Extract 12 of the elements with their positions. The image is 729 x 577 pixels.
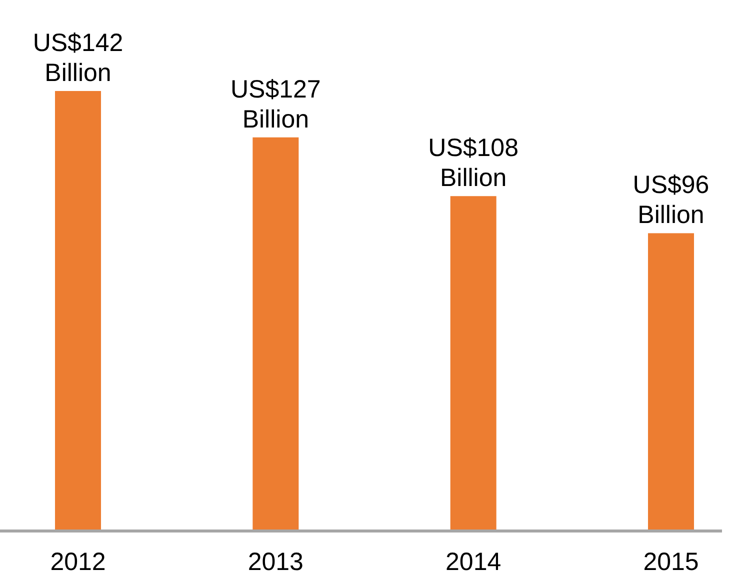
data-label: US$96 Billion — [632, 171, 710, 230]
x-tick-label: 2013 — [248, 548, 304, 576]
data-label: US$142 Billion — [32, 29, 124, 87]
bar — [648, 233, 694, 530]
bar — [252, 137, 299, 530]
data-label: US$108 Billion — [428, 134, 519, 192]
x-tick-label: 2012 — [50, 548, 106, 576]
x-tick-label: 2014 — [446, 548, 502, 576]
bar — [55, 91, 101, 530]
x-tick-label: 2015 — [643, 548, 699, 576]
data-label: US$127 Billion — [230, 75, 321, 134]
bar — [450, 196, 496, 530]
